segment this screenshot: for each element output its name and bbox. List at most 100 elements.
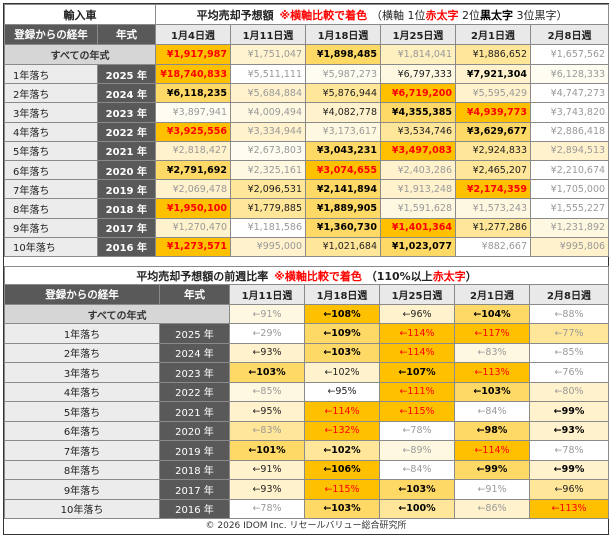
price-cell: ¥2,673,803 xyxy=(230,140,306,161)
price-cell: ¥4,355,385 xyxy=(380,102,456,123)
ratio-cell: ←102% xyxy=(304,440,380,461)
ratio-cell: ←109% xyxy=(304,323,380,344)
price-cell: ¥2,069,478 xyxy=(155,179,231,200)
price-cell: ¥6,128,333 xyxy=(529,63,610,85)
ratio-table-title: 平均売却予想額の前週比率 ※横軸比較で着色 （110%以上赤太字） xyxy=(4,266,609,285)
row-age-label: 5年落ち xyxy=(4,140,98,161)
row-year-label: 2024 年 xyxy=(97,83,156,104)
ratio-title-rule-pre: （110%以上 xyxy=(365,269,433,283)
ratio-cell: ←113% xyxy=(529,498,609,519)
price-cell: ¥1,913,248 xyxy=(380,179,456,200)
price-cell: ¥2,924,833 xyxy=(455,140,531,161)
row-age-label: 3年落ち xyxy=(4,102,98,123)
row-age-label: 4年落ち xyxy=(4,121,98,142)
ratio-col-header-year: 年式 xyxy=(159,284,230,305)
ratio-row-year-label: 2022 年 xyxy=(159,381,230,402)
price-cell: ¥1,751,047 xyxy=(230,44,306,65)
ratio-all-years-label: すべての年式 xyxy=(4,304,230,324)
ratio-cell: ←29% xyxy=(229,323,305,344)
ratio-row-age-label: 5年落ち xyxy=(4,401,160,422)
row-year-label: 2019 年 xyxy=(97,179,156,200)
ratio-cell: ←103% xyxy=(229,362,305,383)
report-panel: 輸入車 平均売却予想額 ※横軸比較で着色 （横軸 1位赤太字 2位黒太字 3位黒… xyxy=(3,3,610,535)
ratio-week-header: 1月25日週 xyxy=(379,284,455,305)
ratio-cell: ←91% xyxy=(229,304,305,324)
week-header: 2月8日週 xyxy=(529,24,610,45)
ratio-cell: ←114% xyxy=(304,401,380,422)
ratio-table-row: 5年落ち 2021 年 ←95% ←114% ←115% ←84% ←99% xyxy=(4,401,609,422)
row-year-label: 2022 年 xyxy=(97,121,156,142)
price-cell: ¥3,925,556 xyxy=(155,121,231,142)
price-cell: ¥1,555,227 xyxy=(529,198,610,219)
ratio-cell: ←103% xyxy=(379,479,455,500)
price-cell: ¥5,511,111 xyxy=(230,63,306,85)
ratio-cell: ←85% xyxy=(529,342,609,363)
ratio-row-age-label: 3年落ち xyxy=(4,362,160,383)
ratio-cell: ←115% xyxy=(379,401,455,422)
ratio-row-age-label: 1年落ち xyxy=(4,323,160,344)
price-cell: ¥2,096,531 xyxy=(230,179,306,200)
col-header-age: 登録からの経年 xyxy=(4,24,98,45)
ratio-title-rule-post: ） xyxy=(465,269,477,283)
ratio-table-row: 1年落ち 2025 年 ←29% ←109% ←114% ←117% ←77% xyxy=(4,323,609,344)
price-cell: ¥2,403,286 xyxy=(380,159,456,181)
ratio-row-year-label: 2018 年 xyxy=(159,459,230,480)
price-cell: ¥2,210,674 xyxy=(529,159,610,181)
week-header: 1月18日週 xyxy=(305,24,381,45)
ratio-cell: ←107% xyxy=(379,362,455,383)
table-row: 2年落ち 2024 年 ¥6,118,235 ¥5,684,884 ¥5,876,944… xyxy=(4,83,610,104)
ratio-cell: ←106% xyxy=(304,459,380,480)
price-cell: ¥2,818,427 xyxy=(155,140,231,161)
ratio-row-year-label: 2020 年 xyxy=(159,420,230,441)
ratio-table-row: 6年落ち 2020 年 ←83% ←132% ←78% ←98% ←93% xyxy=(4,420,609,441)
ratio-row-year-label: 2017 年 xyxy=(159,479,230,500)
ratio-cell: ←111% xyxy=(379,381,455,402)
price-cell: ¥1,277,286 xyxy=(455,217,531,238)
ratio-cell: ←113% xyxy=(454,362,530,383)
ratio-table-row: 3年落ち 2023 年 ←103% ←102% ←107% ←113% ←76% xyxy=(4,362,609,383)
ratio-row-age-label: 2年落ち xyxy=(4,342,160,363)
price-cell: ¥1,591,628 xyxy=(380,198,456,219)
ratio-row-year-label: 2021 年 xyxy=(159,401,230,422)
price-cell: ¥1,889,905 xyxy=(305,198,381,219)
ratio-cell: ←98% xyxy=(454,420,530,441)
ratio-week-header: 1月11日週 xyxy=(229,284,305,305)
category-label: 輸入車 xyxy=(4,4,156,25)
price-table-title: 平均売却予想額 ※横軸比較で着色 （横軸 1位赤太字 2位黒太字 3位黒字） xyxy=(154,4,610,25)
price-cell: ¥1,779,885 xyxy=(230,198,306,219)
ratio-row-age-label: 8年落ち xyxy=(4,459,160,480)
price-cell: ¥1,814,041 xyxy=(380,44,456,65)
ratio-row-age-label: 9年落ち xyxy=(4,479,160,500)
ratio-cell: ←99% xyxy=(454,459,530,480)
ratio-cell: ←93% xyxy=(229,479,305,500)
ratio-cell: ←101% xyxy=(229,440,305,461)
week-header: 1月25日週 xyxy=(380,24,456,45)
ratio-week-header: 2月8日週 xyxy=(529,284,609,305)
row-year-label: 2021 年 xyxy=(97,140,156,161)
price-cell: ¥1,021,684 xyxy=(305,236,381,257)
price-cell: ¥3,897,941 xyxy=(155,102,231,123)
row-age-label: 6年落ち xyxy=(4,159,98,181)
week-header: 1月4日週 xyxy=(155,24,231,45)
ratio-cell: ←114% xyxy=(454,440,530,461)
week-header: 2月1日週 xyxy=(455,24,531,45)
price-cell: ¥1,023,077 xyxy=(380,236,456,257)
ratio-row-age-label: 10年落ち xyxy=(4,498,160,519)
ratio-cell: ←76% xyxy=(529,362,609,383)
table-row: 3年落ち 2023 年 ¥3,897,941 ¥4,009,494 ¥4,082,778… xyxy=(4,102,610,123)
price-cell: ¥2,894,513 xyxy=(529,140,610,161)
all-years-row: すべての年式 ¥1,917,987 ¥1,751,047 ¥1,898,485 ¥1,8… xyxy=(4,44,610,65)
table-row: 1年落ち 2025 年 ¥18,740,833 ¥5,511,111 ¥5,987,27… xyxy=(4,63,610,85)
row-year-label: 2016 年 xyxy=(97,236,156,257)
ratio-title-rule-red: 赤太字 xyxy=(432,269,466,283)
ratio-cell: ←95% xyxy=(229,401,305,422)
price-cell: ¥1,657,562 xyxy=(529,44,610,65)
price-cell: ¥1,573,243 xyxy=(455,198,531,219)
ratio-row-year-label: 2023 年 xyxy=(159,362,230,383)
price-cell: ¥18,740,833 xyxy=(155,63,231,85)
price-cell: ¥3,629,677 xyxy=(455,121,531,142)
price-cell: ¥6,719,200 xyxy=(380,83,456,104)
title-rule-post: 3位黒字） xyxy=(512,8,568,22)
price-cell: ¥7,921,304 xyxy=(455,63,531,85)
ratio-table-row: 7年落ち 2019 年 ←101% ←102% ←89% ←114% ←78% xyxy=(4,440,609,461)
